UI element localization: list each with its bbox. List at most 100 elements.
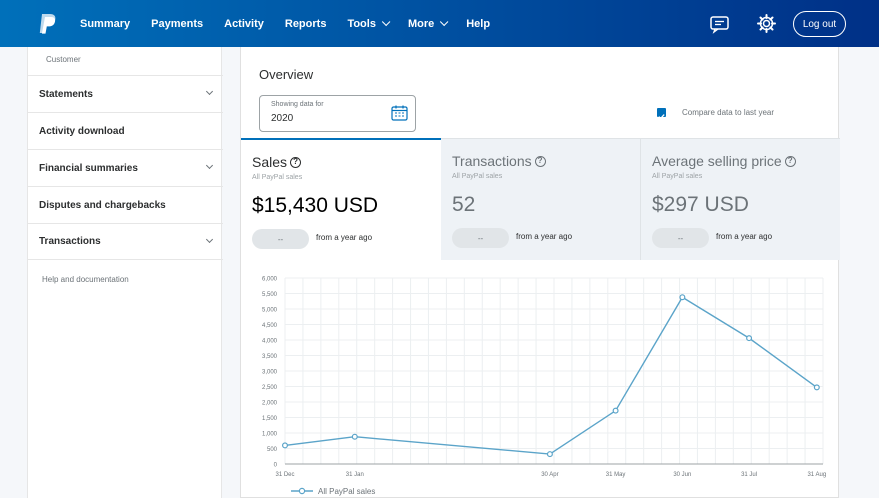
y-tick-label: 1,500 bbox=[262, 416, 278, 422]
legend-marker bbox=[298, 487, 306, 495]
metric-title-text: Sales bbox=[252, 154, 288, 170]
paypal-logo[interactable] bbox=[38, 12, 58, 36]
tab-sales[interactable]: Sales? All PayPal sales $15,430 USD -- f… bbox=[241, 138, 441, 260]
metric-title-text: Transactions bbox=[452, 153, 532, 169]
x-tick-label: 30 Jun bbox=[673, 472, 691, 478]
help-icon[interactable]: ? bbox=[784, 155, 796, 167]
nav-summary-label: Summary bbox=[80, 17, 131, 30]
metric-value: $297 USD bbox=[652, 193, 749, 216]
y-tick-label: 2,000 bbox=[262, 401, 278, 407]
chevron-down-icon bbox=[205, 235, 214, 244]
metric-subtitle: All PayPal sales bbox=[652, 173, 703, 180]
sidebar-item-label: Activity download bbox=[39, 125, 125, 137]
y-tick-label: 4,500 bbox=[262, 323, 278, 329]
nav-more[interactable]: More bbox=[407, 17, 449, 30]
nav-help[interactable]: Help bbox=[466, 18, 490, 30]
logout-button[interactable]: Log out bbox=[793, 11, 846, 37]
x-tick-label: 31 Dec bbox=[275, 472, 294, 478]
data-point bbox=[281, 442, 288, 449]
tab-average-selling-price[interactable]: Average selling price? All PayPal sales … bbox=[640, 138, 840, 260]
x-tick-label: 31 May bbox=[606, 472, 626, 478]
metric-subtitle: All PayPal sales bbox=[252, 174, 303, 181]
change-badge: -- bbox=[252, 229, 309, 249]
series-line bbox=[284, 296, 818, 455]
nav-tools[interactable]: Tools bbox=[347, 17, 391, 30]
nav-more-label: More bbox=[407, 17, 435, 30]
nav-help-label: Help bbox=[466, 17, 491, 30]
chevron-down-icon bbox=[205, 87, 214, 96]
help-icon[interactable]: ? bbox=[534, 155, 546, 167]
gear-icon[interactable] bbox=[756, 13, 777, 34]
date-selector-label: Showing data for bbox=[271, 101, 324, 108]
data-point bbox=[813, 384, 820, 391]
data-point bbox=[746, 335, 753, 342]
x-tick-label: 31 Jul bbox=[741, 472, 757, 478]
y-tick-label: 500 bbox=[267, 447, 278, 453]
x-tick-label: 31 Aug bbox=[807, 472, 826, 478]
metric-title-text: Average selling price bbox=[652, 153, 782, 169]
metric-title: Transactions? bbox=[452, 153, 546, 169]
help-documentation-link[interactable]: Help and documentation bbox=[42, 275, 129, 284]
data-point bbox=[351, 433, 358, 440]
sidebar-item-label: Disputes and chargebacks bbox=[39, 199, 166, 211]
nav-reports-label: Reports bbox=[284, 17, 327, 30]
sidebar-item-label: Transactions bbox=[39, 236, 101, 247]
y-tick-label: 3,000 bbox=[262, 370, 278, 376]
sidebar-item-statements[interactable]: Statements bbox=[28, 75, 223, 112]
y-tick-label: 0 bbox=[274, 463, 278, 469]
message-center-icon[interactable] bbox=[709, 13, 730, 34]
y-tick-label: 5,500 bbox=[262, 292, 278, 298]
tab-transactions[interactable]: Transactions? All PayPal sales 52 -- fro… bbox=[441, 138, 640, 260]
nav-reports[interactable]: Reports bbox=[285, 18, 327, 30]
date-selector[interactable]: Showing data for 2020 bbox=[259, 95, 416, 132]
main-nav: Summary Payments Activity Reports Tools … bbox=[80, 0, 511, 47]
y-tick-label: 4,000 bbox=[262, 339, 278, 345]
sidebar-item-financial-summaries[interactable]: Financial summaries bbox=[28, 149, 223, 186]
data-point bbox=[546, 451, 553, 458]
y-tick-label: 1,000 bbox=[262, 432, 278, 438]
page-title: Overview bbox=[259, 67, 314, 82]
y-tick-label: 6,000 bbox=[262, 277, 278, 283]
y-tick-label: 2,500 bbox=[262, 385, 278, 391]
metric-value: $15,430 USD bbox=[252, 194, 379, 217]
x-tick-label: 31 Jan bbox=[346, 472, 364, 478]
top-navigation-bar: Summary Payments Activity Reports Tools … bbox=[0, 0, 879, 47]
help-icon[interactable]: ? bbox=[290, 156, 302, 168]
sidebar-item-disputes[interactable]: Disputes and chargebacks bbox=[28, 186, 223, 223]
data-point bbox=[612, 407, 619, 414]
x-tick-label: 30 Apr bbox=[541, 472, 558, 478]
change-badge: -- bbox=[652, 228, 709, 248]
chevron-down-icon bbox=[440, 17, 449, 26]
change-badge: -- bbox=[452, 228, 509, 248]
date-selector-value: 2020 bbox=[271, 113, 294, 124]
chevron-down-icon bbox=[205, 161, 214, 170]
sidebar-item-activity-download[interactable]: Activity download bbox=[28, 112, 223, 149]
metric-subtitle: All PayPal sales bbox=[452, 173, 503, 180]
chevron-down-icon bbox=[381, 17, 391, 26]
compare-label: Compare data to last year bbox=[682, 108, 775, 117]
nav-tools-label: Tools bbox=[347, 17, 376, 30]
change-note: from a year ago bbox=[316, 233, 373, 242]
nav-summary[interactable]: Summary bbox=[80, 18, 130, 30]
sidebar-item-label: Statements bbox=[39, 88, 93, 100]
nav-activity[interactable]: Activity bbox=[224, 18, 264, 30]
calendar-icon[interactable] bbox=[391, 105, 408, 121]
nav-activity-label: Activity bbox=[224, 17, 264, 30]
change-note: from a year ago bbox=[716, 232, 773, 241]
metric-title: Average selling price? bbox=[652, 153, 796, 169]
y-tick-label: 5,000 bbox=[262, 308, 278, 314]
sidebar-item-label: Financial summaries bbox=[39, 162, 138, 174]
data-point bbox=[679, 294, 686, 301]
sidebar-item-transactions[interactable]: Transactions bbox=[28, 223, 223, 260]
change-note: from a year ago bbox=[516, 232, 573, 241]
metric-title: Sales? bbox=[252, 154, 302, 170]
y-tick-label: 3,500 bbox=[262, 354, 278, 360]
compare-checkbox[interactable] bbox=[657, 108, 666, 120]
metric-value: 52 bbox=[452, 193, 476, 216]
legend-label: All PayPal sales bbox=[318, 487, 375, 496]
checkmark-icon bbox=[658, 114, 665, 120]
nav-payments-label: Payments bbox=[151, 17, 204, 30]
sales-line-chart: 0 500 1,000 1,500 2,000 2,500 3,000 3,500 4,000 4… bbox=[262, 277, 826, 497]
nav-payments[interactable]: Payments bbox=[151, 18, 203, 30]
sidebar-customer-label: Customer bbox=[46, 55, 81, 64]
